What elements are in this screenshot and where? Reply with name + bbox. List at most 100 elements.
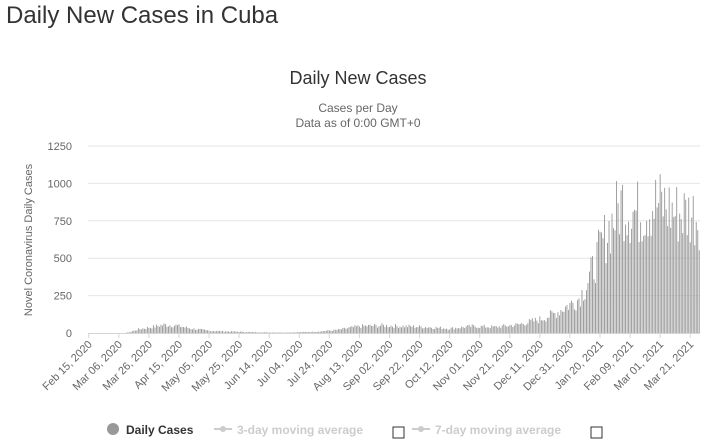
- legend-marker-daily-cases: [107, 423, 119, 435]
- bar: [300, 332, 302, 333]
- bar: [623, 241, 625, 333]
- bar: [361, 324, 363, 333]
- bar: [558, 315, 560, 333]
- bar: [668, 187, 670, 333]
- bar: [208, 330, 210, 333]
- bar: [392, 326, 393, 333]
- bar: [566, 304, 568, 333]
- bar: [592, 256, 593, 333]
- bar: [192, 329, 193, 333]
- bar: [265, 332, 267, 333]
- bar: [461, 326, 463, 333]
- bar: [548, 317, 550, 333]
- bar: [148, 328, 150, 333]
- bar: [485, 327, 487, 333]
- bars: [125, 174, 700, 333]
- bar: [130, 331, 132, 333]
- bar: [402, 325, 404, 333]
- bar: [620, 190, 622, 333]
- bar: [331, 330, 333, 333]
- bar: [289, 332, 291, 333]
- bar: [184, 327, 186, 333]
- bar: [637, 181, 639, 333]
- bar: [697, 230, 699, 333]
- bar: [196, 329, 198, 333]
- bar: [551, 311, 553, 333]
- bar: [525, 324, 527, 333]
- bar: [231, 331, 233, 333]
- bar: [202, 329, 204, 333]
- bar: [175, 324, 177, 333]
- bar: [470, 326, 472, 333]
- bar: [411, 326, 413, 333]
- bar: [647, 236, 649, 333]
- legend-label-7-day-average: 7-day moving average: [435, 423, 561, 437]
- bar: [685, 199, 687, 333]
- bar: [489, 328, 491, 333]
- bar: [198, 328, 199, 333]
- bar: [428, 327, 430, 333]
- bar: [567, 309, 569, 333]
- bar: [586, 290, 587, 333]
- bar: [151, 328, 153, 333]
- bar: [652, 211, 654, 333]
- bar: [252, 332, 254, 333]
- bar: [190, 329, 192, 333]
- y-tick-label: 750: [54, 216, 72, 228]
- bar: [477, 327, 479, 333]
- legend-item-7-day-average[interactable]: 7-day moving average: [412, 423, 603, 439]
- bar: [694, 245, 696, 333]
- bar: [450, 327, 452, 333]
- bar: [213, 331, 215, 333]
- bar: [607, 242, 608, 333]
- bar: [238, 332, 240, 333]
- bar: [569, 302, 571, 333]
- bar: [367, 324, 369, 333]
- bar: [366, 326, 368, 333]
- bar: [217, 330, 219, 333]
- bar: [659, 174, 661, 333]
- bar: [319, 331, 321, 333]
- bar: [497, 327, 499, 333]
- bar: [297, 332, 299, 333]
- bar: [560, 310, 562, 333]
- bar: [543, 320, 545, 333]
- bar: [306, 331, 308, 333]
- bar: [447, 329, 449, 333]
- bar: [446, 328, 448, 333]
- bar: [226, 331, 228, 333]
- bar: [527, 323, 529, 333]
- bar: [207, 330, 209, 333]
- checkbox-3-day-average[interactable]: [392, 426, 405, 439]
- y-tick-label: 250: [54, 291, 72, 303]
- legend-item-daily-cases[interactable]: Daily Cases: [107, 423, 194, 437]
- bar: [395, 324, 396, 333]
- checkbox-7-day-average[interactable]: [590, 426, 603, 439]
- bar: [425, 327, 427, 333]
- bar: [417, 327, 419, 333]
- y-tick-label: 0: [66, 328, 72, 340]
- bar: [692, 196, 694, 333]
- bar: [255, 332, 257, 333]
- bar: [643, 236, 645, 333]
- bar: [211, 331, 213, 333]
- bar: [474, 326, 476, 333]
- bar: [169, 325, 171, 333]
- bar: [605, 263, 607, 333]
- bar: [346, 328, 348, 333]
- y-tick-label: 1000: [48, 178, 72, 190]
- bar: [145, 329, 147, 333]
- bar: [240, 331, 242, 333]
- bar: [542, 320, 544, 333]
- legend-item-3-day-average[interactable]: 3-day moving average: [214, 423, 405, 439]
- bar: [582, 300, 584, 333]
- bar: [453, 329, 455, 333]
- y-tick-label: 500: [54, 253, 72, 265]
- bar: [195, 329, 196, 333]
- bar: [241, 331, 243, 333]
- bar: [280, 332, 282, 333]
- bar: [557, 312, 559, 333]
- bar: [435, 326, 437, 333]
- bar: [695, 221, 697, 333]
- bar: [434, 328, 436, 333]
